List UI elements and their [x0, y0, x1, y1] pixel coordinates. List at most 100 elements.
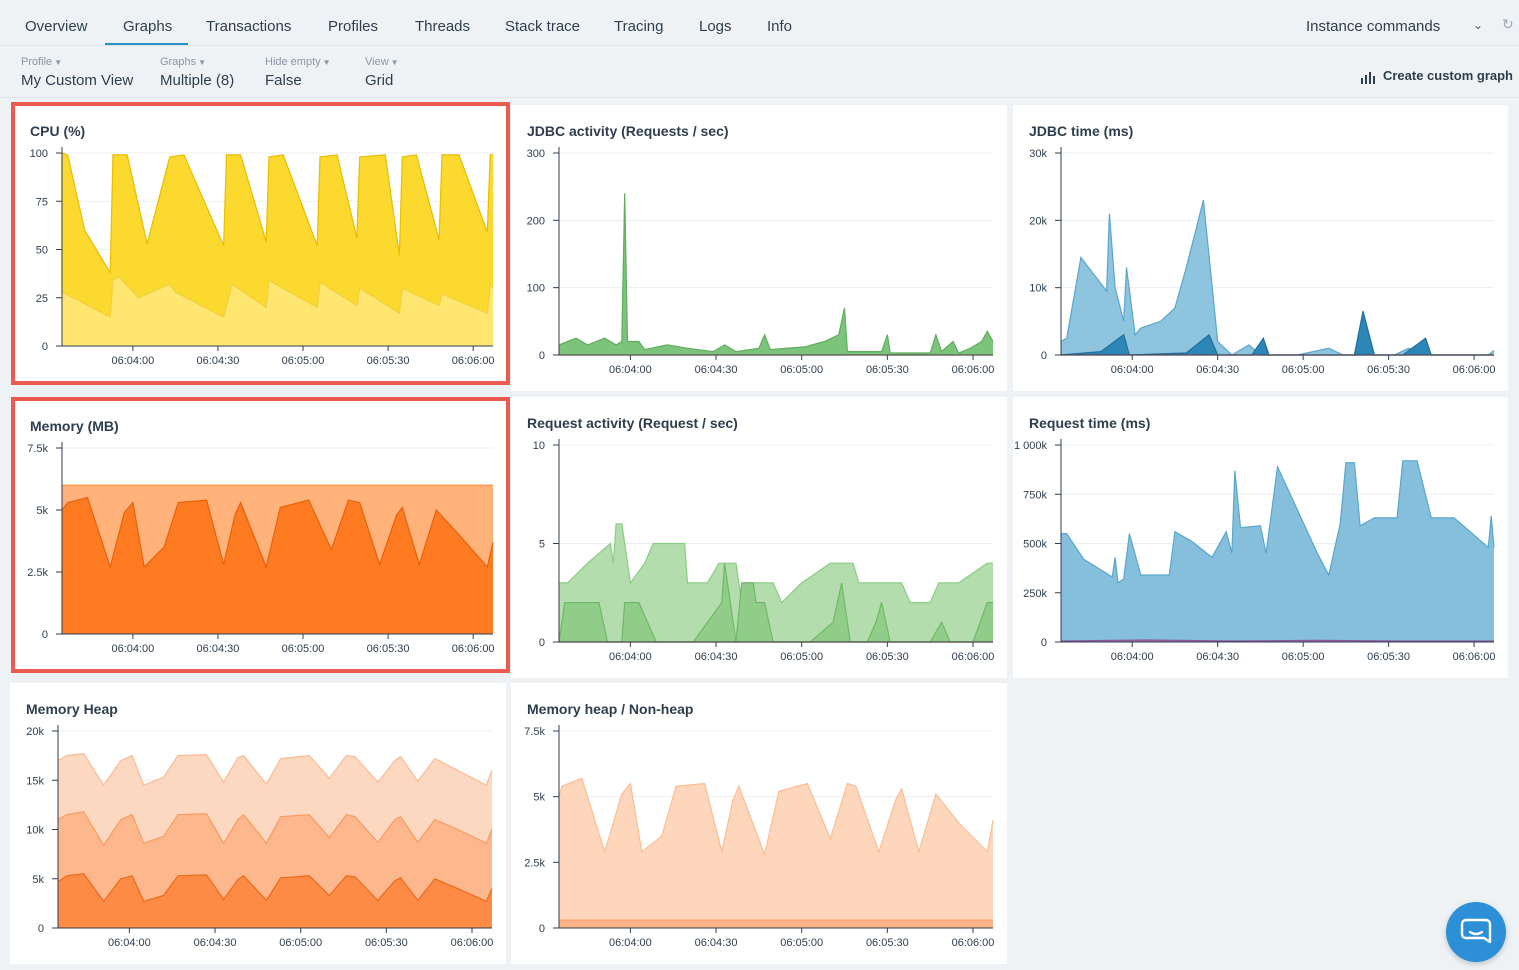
x-tick-label: 06:04:30	[194, 937, 237, 949]
series-line	[61, 275, 494, 319]
tab-overview[interactable]: Overview	[25, 18, 88, 35]
create-custom-graph-button[interactable]: Create custom graph	[1360, 68, 1513, 84]
y-tick-label: 0	[539, 350, 545, 362]
caret-down-icon: ▼	[390, 58, 399, 67]
memory-chart: 0 2.5k 5k 7.5k 06:04:00 06:04:30 06:05:00 06:05…	[27, 442, 495, 655]
chart-title: JDBC activity (Requests / sec)	[527, 123, 729, 139]
jdbc-time-chart: 0 10k 20k 30k 06:04:00 06:04:30 06:05:00 06:05:…	[1029, 147, 1496, 376]
profile-filter-label: Profile	[21, 56, 53, 68]
profile-filter-value: My Custom View	[21, 72, 134, 89]
x-tick-label: 06:04:00	[1111, 651, 1154, 663]
series-area	[62, 497, 493, 634]
tab-stack-trace[interactable]: Stack trace	[505, 18, 581, 35]
x-tick-label: 06:05:00	[780, 364, 823, 376]
y-tick-label: 100	[527, 283, 545, 295]
x-tick-label: 06:05:30	[367, 643, 410, 655]
tab-logs[interactable]: Logs	[699, 18, 732, 35]
x-tick-label: 06:06:00	[451, 937, 494, 949]
x-tick-label: 06:05:00	[282, 355, 325, 367]
chevron-down-icon[interactable]: ⌄	[1473, 18, 1484, 32]
x-tick-label: 06:04:00	[108, 937, 151, 949]
tab-tracing[interactable]: Tracing	[614, 18, 664, 35]
chat-button[interactable]	[1446, 902, 1506, 962]
jdbc-activity-chart-panel: JDBC activity (Requests / sec) 0 100 200 30…	[511, 105, 1007, 391]
y-tick-label: 0	[42, 629, 48, 641]
x-tick-label: 06:05:30	[1367, 364, 1410, 376]
jdbc-activity-chart: 0 100 200 300 06:04:00 06:04:30 06:05:00 06:05:…	[527, 147, 995, 376]
graphs-filter-value: Multiple (8)	[160, 72, 235, 89]
y-tick-label: 0	[42, 341, 48, 353]
x-tick-label: 06:04:30	[1196, 651, 1239, 663]
series-area	[559, 523, 993, 642]
y-tick-label: 25	[36, 293, 48, 305]
memory-heap-chart: 0 5k 10k 15k 20k 06:04:00 06:04:30 06:05:00 06:0…	[26, 725, 494, 949]
x-tick-label: 06:05:30	[365, 937, 408, 949]
series-area	[559, 563, 993, 642]
y-tick-label: 750k	[1023, 489, 1047, 501]
x-tick-label: 06:05:00	[282, 643, 325, 655]
caret-down-icon: ▼	[322, 58, 331, 67]
series-line	[57, 811, 493, 847]
view-filter[interactable]: View ▼ Grid	[365, 56, 399, 89]
y-tick-label: 0	[38, 923, 44, 935]
tab-transactions[interactable]: Transactions	[206, 18, 292, 35]
instance-commands-button[interactable]: Instance commands	[1306, 18, 1441, 35]
tab-profiles[interactable]: Profiles	[328, 18, 379, 35]
series-area	[559, 778, 993, 928]
x-tick-label: 06:04:00	[609, 364, 652, 376]
x-tick-label: 06:05:30	[866, 937, 909, 949]
graphs-filter[interactable]: Graphs ▼ Multiple (8)	[160, 56, 234, 89]
jdbc-time-chart-panel: JDBC time (ms) 0 10k 20k 30k 06:04:00 06:04:3…	[1013, 105, 1508, 391]
hide-empty-filter[interactable]: Hide empty ▼ False	[265, 56, 331, 89]
y-tick-label: 250k	[1023, 588, 1047, 600]
refresh-icon[interactable]: ↻	[1502, 16, 1514, 32]
x-tick-label: 06:04:00	[609, 937, 652, 949]
view-filter-value: Grid	[365, 72, 394, 89]
x-tick-label: 06:04:00	[111, 355, 154, 367]
chart-title: Request activity (Request / sec)	[527, 415, 738, 431]
x-tick-label: 06:04:30	[1196, 364, 1239, 376]
y-tick-label: 7.5k	[524, 726, 545, 738]
series-area	[1061, 460, 1494, 642]
hide-empty-filter-label: Hide empty	[265, 56, 321, 68]
tab-threads[interactable]: Threads	[415, 18, 471, 35]
chart-title: Memory heap / Non-heap	[527, 701, 694, 717]
caret-down-icon: ▼	[54, 58, 63, 67]
y-tick-label: 30k	[1029, 148, 1047, 160]
x-tick-label: 06:06:00	[952, 651, 995, 663]
tab-info[interactable]: Info	[767, 18, 793, 35]
x-tick-label: 06:05:30	[1367, 651, 1410, 663]
y-tick-label: 2.5k	[27, 567, 48, 579]
chart-title: Memory Heap	[26, 701, 118, 717]
x-tick-label: 06:05:00	[780, 937, 823, 949]
request-time-chart-panel: Request time (ms) 0 250k 500k 750k 1 000k 06:…	[1013, 397, 1508, 678]
y-tick-label: 5k	[36, 505, 48, 517]
series-line	[61, 152, 493, 275]
chart-title: Request time (ms)	[1029, 415, 1151, 431]
y-tick-label: 75	[36, 196, 48, 208]
x-tick-label: 06:04:30	[695, 364, 738, 376]
y-tick-label: 300	[527, 148, 545, 160]
x-tick-label: 06:04:30	[695, 651, 738, 663]
x-tick-label: 06:06:00	[952, 364, 995, 376]
y-tick-label: 0	[539, 637, 545, 649]
y-tick-label: 10k	[1029, 283, 1047, 295]
memory-heap-nonheap-chart-panel: Memory heap / Non-heap 0 2.5k 5k 7.5k 06:04:…	[511, 683, 1007, 964]
request-activity-chart-panel: Request activity (Request / sec) 0 5 10 06:…	[511, 397, 1007, 678]
y-tick-label: 0	[1041, 637, 1047, 649]
y-tick-label: 100	[30, 148, 48, 160]
y-tick-label: 0	[1041, 350, 1047, 362]
series-line	[57, 873, 493, 903]
bar-chart-icon	[1360, 69, 1377, 84]
active-tab-indicator	[105, 43, 188, 45]
caret-down-icon: ▼	[198, 58, 206, 67]
profile-filter[interactable]: Profile ▼ My Custom View	[21, 56, 133, 89]
tab-graphs[interactable]: Graphs	[123, 18, 173, 35]
view-filter-label: View	[365, 56, 389, 68]
x-tick-label: 06:04:30	[197, 355, 240, 367]
x-tick-label: 06:04:00	[609, 651, 652, 663]
y-tick-label: 50	[36, 245, 48, 257]
cpu-chart-panel: CPU (%) 0 25 50 75 100 06:04:00 06:04:30 06:05:…	[11, 102, 510, 385]
series-area	[1061, 311, 1494, 355]
x-tick-label: 06:06:00	[1453, 364, 1496, 376]
